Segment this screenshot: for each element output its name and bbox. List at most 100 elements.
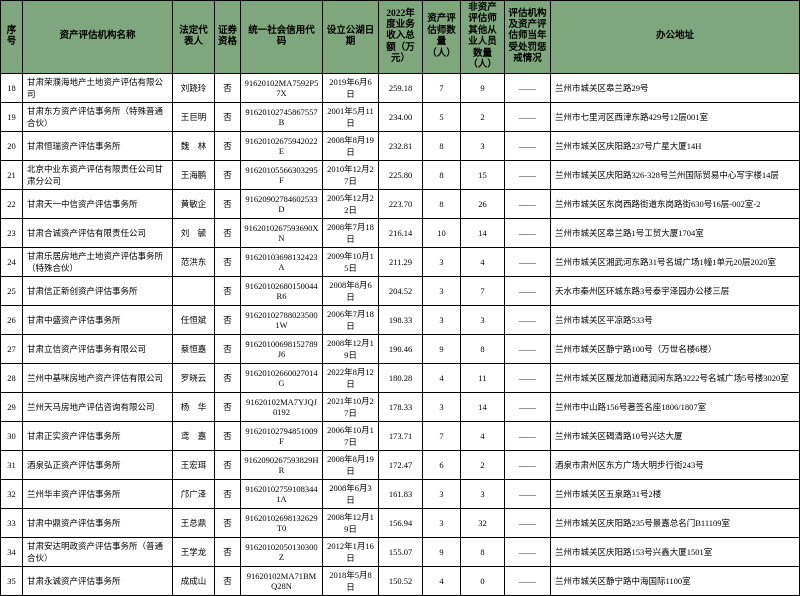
cell-pun: —— bbox=[505, 393, 551, 422]
cell-addr: 兰州市城关区东岗西路街道东岗路街630号16层-002室-2 bbox=[551, 190, 800, 219]
cell-addr: 兰州市城关区皋兰路1号工贸大厦1704室 bbox=[551, 219, 800, 248]
cell-rev: 155.07 bbox=[379, 538, 423, 567]
cell-name: 兰州天马房地产评估咨询有限公司 bbox=[23, 393, 173, 422]
cell-no: 19 bbox=[1, 103, 23, 132]
cell-sec: 否 bbox=[215, 451, 241, 480]
cell-no: 20 bbox=[1, 132, 23, 161]
cell-n2: 26 bbox=[461, 190, 505, 219]
cell-no: 35 bbox=[1, 567, 23, 596]
cell-addr: 兰州市城关区碣清路10号兴达大厦 bbox=[551, 422, 800, 451]
cell-addr: 兰州市城关区庆阳路235号景嘉总名门B11109室 bbox=[551, 509, 800, 538]
cell-code: 91620103698132423A bbox=[241, 248, 323, 277]
cell-n2: 3 bbox=[461, 306, 505, 335]
cell-no: 21 bbox=[1, 161, 23, 190]
cell-rep: 杨 华 bbox=[173, 393, 215, 422]
cell-rev: 216.14 bbox=[379, 219, 423, 248]
cell-sec: 否 bbox=[215, 567, 241, 596]
cell-rev: 223.70 bbox=[379, 190, 423, 219]
cell-rep: 王海鹏 bbox=[173, 161, 215, 190]
cell-n1: 3 bbox=[423, 248, 461, 277]
cell-addr: 兰州市城关区五泉路31号2楼 bbox=[551, 480, 800, 509]
cell-sec: 否 bbox=[215, 248, 241, 277]
cell-n1: 10 bbox=[423, 219, 461, 248]
cell-name: 酒泉弘正资产评估事务所 bbox=[23, 451, 173, 480]
cell-rev: 150.52 bbox=[379, 567, 423, 596]
cell-rev: 232.81 bbox=[379, 132, 423, 161]
cell-code: 91620102675942022E bbox=[241, 132, 323, 161]
cell-sec: 否 bbox=[215, 277, 241, 306]
cell-sec: 否 bbox=[215, 480, 241, 509]
cell-date: 2008年8月19日 bbox=[323, 132, 379, 161]
cell-n1: 9 bbox=[423, 538, 461, 567]
table-row: 24甘肃乐居房地产土地资产评估事务所（特殊合伙）范洪东否916201036981… bbox=[1, 248, 800, 277]
col-header-6: 2022年度业务收入总额（万元） bbox=[379, 1, 423, 74]
cell-code: 9162010267593690XN bbox=[241, 219, 323, 248]
cell-date: 2022年8月12日 bbox=[323, 364, 379, 393]
cell-no: 23 bbox=[1, 219, 23, 248]
cell-n2: 3 bbox=[461, 132, 505, 161]
cell-pun: —— bbox=[505, 74, 551, 103]
cell-rev: 259.18 bbox=[379, 74, 423, 103]
cell-n1: 5 bbox=[423, 103, 461, 132]
cell-pun: —— bbox=[505, 248, 551, 277]
table-row: 26甘肃中盛资产评估事务所任恒斌否916201027880235001W2006… bbox=[1, 306, 800, 335]
col-header-2: 法定代表人 bbox=[173, 1, 215, 74]
cell-sec: 否 bbox=[215, 509, 241, 538]
table-row: 32兰州华丰资产评估事务所邝广泽否916201027591083441A2008… bbox=[1, 480, 800, 509]
cell-addr: 兰州市城关区皋兰路29号 bbox=[551, 74, 800, 103]
col-header-0: 序号 bbox=[1, 1, 23, 74]
cell-n2: 4 bbox=[461, 248, 505, 277]
cell-code: 91620102MA71BMQ28N bbox=[241, 567, 323, 596]
cell-no: 34 bbox=[1, 538, 23, 567]
cell-rev: 234.00 bbox=[379, 103, 423, 132]
cell-rep: 邝广泽 bbox=[173, 480, 215, 509]
cell-rev: 198.33 bbox=[379, 306, 423, 335]
cell-rep bbox=[173, 277, 215, 306]
cell-rep: 王总鼎 bbox=[173, 509, 215, 538]
cell-code: 91620105566303295F bbox=[241, 161, 323, 190]
cell-rev: 211.29 bbox=[379, 248, 423, 277]
cell-rep: 蔡恒嘉 bbox=[173, 335, 215, 364]
cell-addr: 兰州市城关区静宁路中海国际1100室 bbox=[551, 567, 800, 596]
cell-rep: 魏 林 bbox=[173, 132, 215, 161]
cell-rev: 156.94 bbox=[379, 509, 423, 538]
cell-date: 2008年8月6日 bbox=[323, 277, 379, 306]
cell-no: 32 bbox=[1, 480, 23, 509]
cell-name: 甘肃正实资产评估事务所 bbox=[23, 422, 173, 451]
cell-name: 甘肃乐居房地产土地资产评估事务所（特殊合伙） bbox=[23, 248, 173, 277]
cell-rep: 成成山 bbox=[173, 567, 215, 596]
cell-rep: 刘 毓 bbox=[173, 219, 215, 248]
cell-addr: 兰州市城关区履龙加道藉润闲东路3222号名城广场5号楼3020室 bbox=[551, 364, 800, 393]
cell-code: 91620102MA7592P57X bbox=[241, 74, 323, 103]
cell-rep: 鸢 嘉 bbox=[173, 422, 215, 451]
cell-rev: 161.83 bbox=[379, 480, 423, 509]
cell-n1: 4 bbox=[423, 364, 461, 393]
cell-code: 91620102745867557B bbox=[241, 103, 323, 132]
cell-date: 2008年12月19日 bbox=[323, 509, 379, 538]
cell-code: 91620102660027014G bbox=[241, 364, 323, 393]
cell-rep: 王宏珥 bbox=[173, 451, 215, 480]
cell-n2: 14 bbox=[461, 393, 505, 422]
cell-date: 2005年12月22日 bbox=[323, 190, 379, 219]
cell-date: 2021年10月27日 bbox=[323, 393, 379, 422]
table-row: 18甘肃荣濮海地产土地资产评估有限公司刘跷玲否91620102MA7592P57… bbox=[1, 74, 800, 103]
cell-sec: 否 bbox=[215, 422, 241, 451]
cell-code: 91620102680150044R6 bbox=[241, 277, 323, 306]
col-header-3: 证券资格 bbox=[215, 1, 241, 74]
cell-rev: 178.33 bbox=[379, 393, 423, 422]
table-header-row: 序号资产评估机构名称法定代表人证券资格统一社会信用代码设立公湖日期2022年度业… bbox=[1, 1, 800, 74]
cell-pun: —— bbox=[505, 306, 551, 335]
cell-addr: 兰州市城关区湘武河东路31号名城广场1幢1单元20层2020室 bbox=[551, 248, 800, 277]
cell-no: 30 bbox=[1, 422, 23, 451]
table-row: 30甘肃正实资产评估事务所鸢 嘉否91620102794851009F2006年… bbox=[1, 422, 800, 451]
cell-date: 2012年1月16日 bbox=[323, 538, 379, 567]
cell-rev: 204.52 bbox=[379, 277, 423, 306]
table-row: 23甘肃合诚资产评估有限责任公司刘 毓否9162010267593690XN20… bbox=[1, 219, 800, 248]
cell-sec: 否 bbox=[215, 306, 241, 335]
cell-n2: 15 bbox=[461, 161, 505, 190]
cell-date: 2006年10月17日 bbox=[323, 422, 379, 451]
cell-addr: 兰州市七里河区西津东路429号12层001室 bbox=[551, 103, 800, 132]
cell-date: 2010年12月27日 bbox=[323, 161, 379, 190]
cell-addr: 兰州市城关区静宁路100号（万世名楼6楼） bbox=[551, 335, 800, 364]
table-row: 22甘肃天一中信资产评估事务所黄敏企否91620902784602533D200… bbox=[1, 190, 800, 219]
